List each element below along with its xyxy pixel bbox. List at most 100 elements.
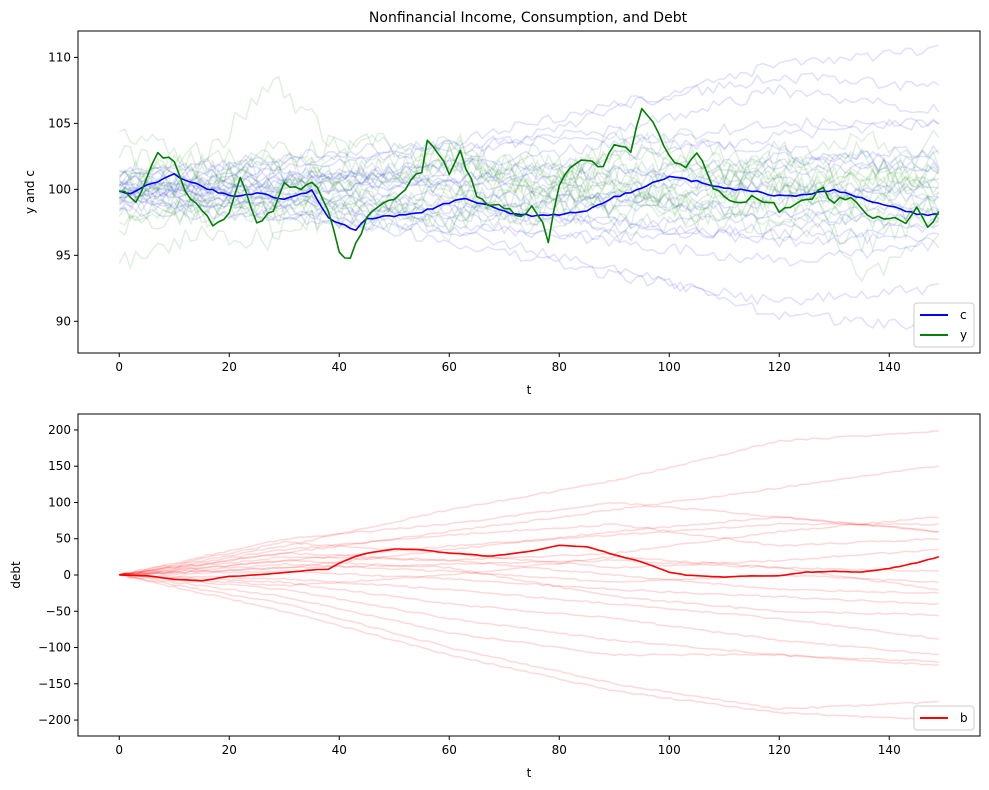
background-y-path xyxy=(118,75,940,211)
background-c-path xyxy=(118,160,940,222)
background-debt-path xyxy=(119,465,939,576)
y-tick-label: 150 xyxy=(48,459,71,473)
background-c-path xyxy=(118,197,939,306)
x-tick-label: 60 xyxy=(442,743,457,757)
background-c-path xyxy=(118,145,940,193)
background-c-path xyxy=(118,151,940,197)
y-tick-label: 0 xyxy=(63,568,71,582)
y-tick-label: 90 xyxy=(56,314,71,328)
x-tick-label: 140 xyxy=(878,743,901,757)
y-tick-label: 105 xyxy=(48,116,71,130)
x-tick-label: 120 xyxy=(768,743,791,757)
background-y-path xyxy=(118,155,940,236)
background-y-path xyxy=(118,141,940,225)
background-c-path xyxy=(118,44,939,200)
x-tick-label: 100 xyxy=(658,360,681,374)
background-debt-path xyxy=(119,570,939,606)
y-tick-label: 100 xyxy=(48,495,71,509)
x-axis-ticks: 0 20 40 60 80 100 120 140 xyxy=(115,353,901,374)
debt-chart: 0 20 40 60 80 100 120 140 −200 −150 −100 −50 0 50 100… xyxy=(9,413,981,780)
legend: b xyxy=(913,705,975,731)
x-tick-label: 0 xyxy=(115,360,123,374)
background-debt-path xyxy=(119,551,939,594)
background-debt-path xyxy=(119,429,939,576)
background-paths xyxy=(119,429,939,721)
y-tick-label: −200 xyxy=(38,713,71,727)
legend-b-label: b xyxy=(960,711,968,725)
main-series xyxy=(119,107,940,259)
y-axis-label: y and c xyxy=(23,170,37,214)
background-y-path xyxy=(118,134,940,199)
background-c-path xyxy=(118,131,940,177)
background-debt-path xyxy=(119,523,939,576)
plot-frame xyxy=(77,30,981,354)
legend-y-label: y xyxy=(960,328,967,342)
background-y-path xyxy=(118,163,940,241)
y-tick-label: −150 xyxy=(38,677,71,691)
y-tick-label: 50 xyxy=(56,532,71,546)
x-tick-label: 20 xyxy=(222,360,237,374)
series-line-b xyxy=(119,544,940,582)
background-debt-path xyxy=(119,573,939,656)
background-debt-path xyxy=(119,573,939,711)
y-axis-label: debt xyxy=(9,561,23,589)
x-tick-label: 40 xyxy=(332,743,347,757)
background-c-path xyxy=(118,186,940,267)
x-axis-label: t xyxy=(527,383,532,397)
background-debt-path xyxy=(119,522,939,576)
series-line-c xyxy=(119,173,939,231)
legend-c-label: c xyxy=(960,308,967,322)
background-y-path xyxy=(118,129,940,227)
background-debt-path xyxy=(119,559,939,576)
y-tick-label: 110 xyxy=(48,50,71,64)
background-c-path xyxy=(119,72,940,176)
y-tick-label: 200 xyxy=(48,423,71,437)
background-debt-path xyxy=(119,556,939,591)
x-axis-ticks: 0 20 40 60 80 100 120 140 xyxy=(115,736,901,757)
main-series xyxy=(119,544,940,582)
background-debt-path xyxy=(119,516,939,576)
y-tick-label: 95 xyxy=(56,248,71,262)
background-c-path xyxy=(119,198,940,330)
background-y-path xyxy=(119,132,940,206)
legend: c y xyxy=(913,302,975,348)
y-tick-label: 100 xyxy=(48,182,71,196)
y-axis-ticks: 90 95 100 105 110 xyxy=(48,50,78,328)
background-debt-path xyxy=(119,540,939,576)
background-debt-path xyxy=(119,573,939,664)
y-tick-label: −50 xyxy=(46,604,71,618)
background-debt-path xyxy=(119,573,939,721)
series-line-y xyxy=(119,107,940,259)
chart-title: Nonfinancial Income, Consumption, and De… xyxy=(369,10,688,26)
x-tick-label: 100 xyxy=(658,743,681,757)
background-debt-path xyxy=(119,573,939,640)
background-c-path xyxy=(118,83,940,182)
x-tick-label: 40 xyxy=(332,360,347,374)
x-tick-label: 120 xyxy=(768,360,791,374)
x-tick-label: 80 xyxy=(552,360,567,374)
background-debt-path xyxy=(119,559,939,617)
income-consumption-chart: Nonfinancial Income, Consumption, and De… xyxy=(23,10,981,397)
background-c-path xyxy=(118,165,940,229)
x-tick-label: 60 xyxy=(442,360,457,374)
x-tick-label: 0 xyxy=(115,743,123,757)
background-y-path xyxy=(118,181,940,270)
background-debt-path xyxy=(119,516,939,576)
background-c-path xyxy=(119,183,940,242)
x-axis-label: t xyxy=(527,766,532,780)
background-c-path xyxy=(118,202,940,243)
y-axis-ticks: −200 −150 −100 −50 0 50 100 150 200 xyxy=(38,423,78,727)
x-tick-label: 20 xyxy=(222,743,237,757)
background-debt-path xyxy=(119,573,939,666)
background-paths xyxy=(118,44,940,330)
y-tick-label: −100 xyxy=(38,641,71,655)
background-y-path xyxy=(118,147,940,242)
background-y-path xyxy=(119,181,940,243)
background-c-path xyxy=(119,178,939,216)
background-c-path xyxy=(119,116,940,189)
background-debt-path xyxy=(119,501,939,576)
x-tick-label: 140 xyxy=(878,360,901,374)
background-y-path xyxy=(118,132,940,283)
